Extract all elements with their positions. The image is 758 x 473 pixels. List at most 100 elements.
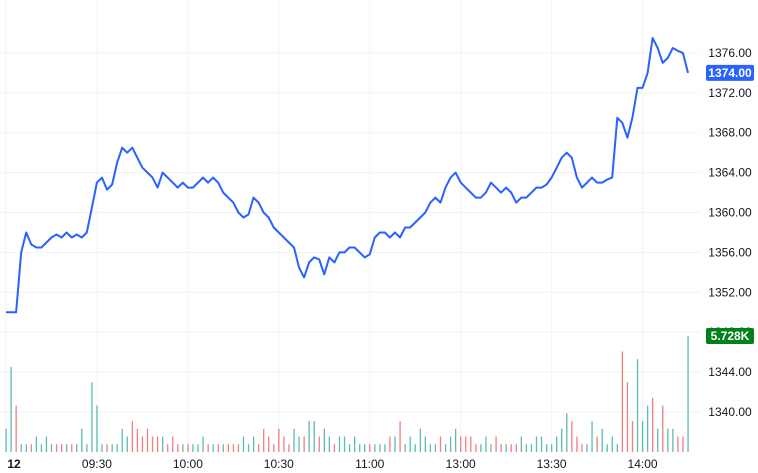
volume-bar [237, 444, 240, 452]
volume-bar [111, 444, 113, 452]
price-tick-label: 1364.00 [708, 166, 752, 180]
volume-bar [25, 444, 27, 452]
volume-bar [232, 444, 235, 452]
volume-bar [551, 444, 553, 452]
volume-bar [682, 436, 684, 452]
volume-bar [177, 444, 179, 452]
volume-bar [520, 436, 522, 452]
volume-bar [207, 444, 209, 452]
volume-bar [30, 444, 32, 452]
volume-bar [389, 436, 391, 452]
volume-bar [273, 444, 275, 452]
volume-bar [146, 428, 149, 452]
volume-bar [182, 444, 184, 452]
volume-bar [409, 436, 411, 452]
volume-bar [652, 397, 654, 452]
volume-bar [495, 436, 497, 452]
volume-bar [561, 428, 563, 452]
volume-bar [636, 359, 639, 452]
volume-bar [631, 421, 634, 452]
volume-bar [460, 436, 462, 452]
volume-bar [268, 436, 270, 452]
volume-bar [535, 436, 538, 452]
volume-bar [687, 336, 689, 452]
price-tick-label: 1344.00 [708, 365, 752, 379]
volume-bar [55, 444, 58, 452]
time-tick-label: 10:00 [173, 457, 203, 471]
volume-bar [136, 428, 139, 452]
volume-bar [141, 436, 144, 452]
price-tick-label: 1376.00 [708, 46, 752, 60]
last-price-badge-bg [706, 64, 754, 81]
volume-bar [333, 444, 336, 452]
price-tick-label: 1352.00 [708, 285, 752, 299]
volume-bar [288, 444, 290, 452]
time-tick-label: 13:30 [537, 457, 567, 471]
volume-bar [566, 413, 568, 452]
time-axis[interactable]: 12 09:30 10:00 10:30 11:00 13:00 13:30 14:00 [7, 457, 658, 471]
volume-bar [490, 444, 492, 452]
volume-bar [641, 421, 644, 452]
volume-bar [15, 405, 17, 452]
volume-bar [278, 428, 280, 452]
time-tick-label: 10:30 [264, 457, 294, 471]
volume-bar [429, 444, 432, 452]
volume-bar [616, 444, 618, 452]
volume-bar [81, 428, 83, 452]
last-volume-label: 5.728K [711, 329, 750, 343]
volume-bar [353, 436, 356, 452]
price-line [6, 37, 689, 314]
volume-bar [242, 436, 245, 452]
volume-bar [571, 421, 573, 452]
volume-bar [677, 436, 679, 452]
last-volume-badge: 5.728K [706, 328, 754, 344]
volume-bar [581, 444, 583, 452]
volume-bar [449, 436, 452, 452]
volume-bar [40, 444, 43, 452]
time-tick-label: 12 [7, 457, 21, 471]
volume-bar [293, 428, 295, 452]
volume-bar [475, 444, 477, 452]
volume-bar [35, 436, 38, 452]
volume-bar [540, 436, 543, 452]
price-axis[interactable]: 1340.001344.001348.001352.001356.001360.… [708, 46, 752, 419]
volume-bar [257, 444, 260, 452]
volume-bar [576, 436, 578, 452]
volume-bar [323, 428, 325, 452]
volume-bar [5, 428, 7, 452]
volume-bar [247, 444, 250, 452]
volume-bar [485, 436, 487, 452]
volume-bar [192, 444, 194, 452]
volume-bar [217, 444, 219, 452]
volume-bar [172, 436, 174, 452]
last-price-label: 1374.00 [708, 66, 752, 80]
volume-bar [596, 436, 598, 452]
volume-bar [20, 444, 22, 452]
volume-bar [364, 444, 366, 452]
volume-bar [394, 436, 396, 452]
volume-bar [106, 444, 108, 452]
volume-bar [424, 436, 427, 452]
volume-bar [500, 444, 502, 452]
volume-bar [151, 436, 154, 452]
volume-bar [591, 421, 593, 452]
volume-bar [101, 444, 103, 452]
volume-bar [227, 444, 229, 452]
volume-bar [404, 444, 406, 452]
volume-bar [470, 436, 472, 452]
volume-bar [202, 436, 204, 452]
volume-bar [601, 428, 603, 452]
volume-bar [455, 428, 457, 452]
volume-bar [86, 444, 88, 452]
volume-bar [556, 436, 558, 452]
volume-bar [434, 444, 437, 452]
volume-bar [252, 436, 255, 452]
price-tick-label: 1360.00 [708, 206, 752, 220]
volume-bar [414, 444, 416, 452]
volume-bar [646, 405, 649, 452]
volume-bar [60, 444, 63, 452]
volume-bar [379, 444, 381, 452]
volume-bar [303, 436, 305, 452]
volume-bar [399, 421, 401, 452]
